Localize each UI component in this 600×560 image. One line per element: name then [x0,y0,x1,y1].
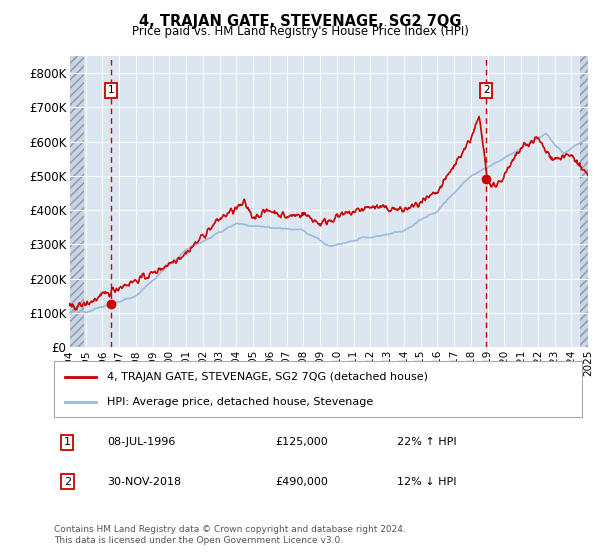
Text: 1: 1 [108,85,115,95]
Text: 22% ↑ HPI: 22% ↑ HPI [397,437,457,447]
Text: 2: 2 [64,477,71,487]
Text: HPI: Average price, detached house, Stevenage: HPI: Average price, detached house, Stev… [107,396,373,407]
Text: 1: 1 [64,437,71,447]
Text: 4, TRAJAN GATE, STEVENAGE, SG2 7QG (detached house): 4, TRAJAN GATE, STEVENAGE, SG2 7QG (deta… [107,372,428,382]
Text: Price paid vs. HM Land Registry's House Price Index (HPI): Price paid vs. HM Land Registry's House … [131,25,469,38]
Text: Contains HM Land Registry data © Crown copyright and database right 2024.
This d: Contains HM Land Registry data © Crown c… [54,525,406,545]
Bar [69,56,84,347]
Bar [580,56,588,347]
Text: 12% ↓ HPI: 12% ↓ HPI [397,477,457,487]
Text: 30-NOV-2018: 30-NOV-2018 [107,477,181,487]
Bar [69,56,84,347]
Text: £125,000: £125,000 [276,437,329,447]
Bar [580,56,588,347]
Text: £490,000: £490,000 [276,477,329,487]
Text: 4, TRAJAN GATE, STEVENAGE, SG2 7QG: 4, TRAJAN GATE, STEVENAGE, SG2 7QG [139,14,461,29]
Text: 08-JUL-1996: 08-JUL-1996 [107,437,175,447]
Text: 2: 2 [483,85,490,95]
